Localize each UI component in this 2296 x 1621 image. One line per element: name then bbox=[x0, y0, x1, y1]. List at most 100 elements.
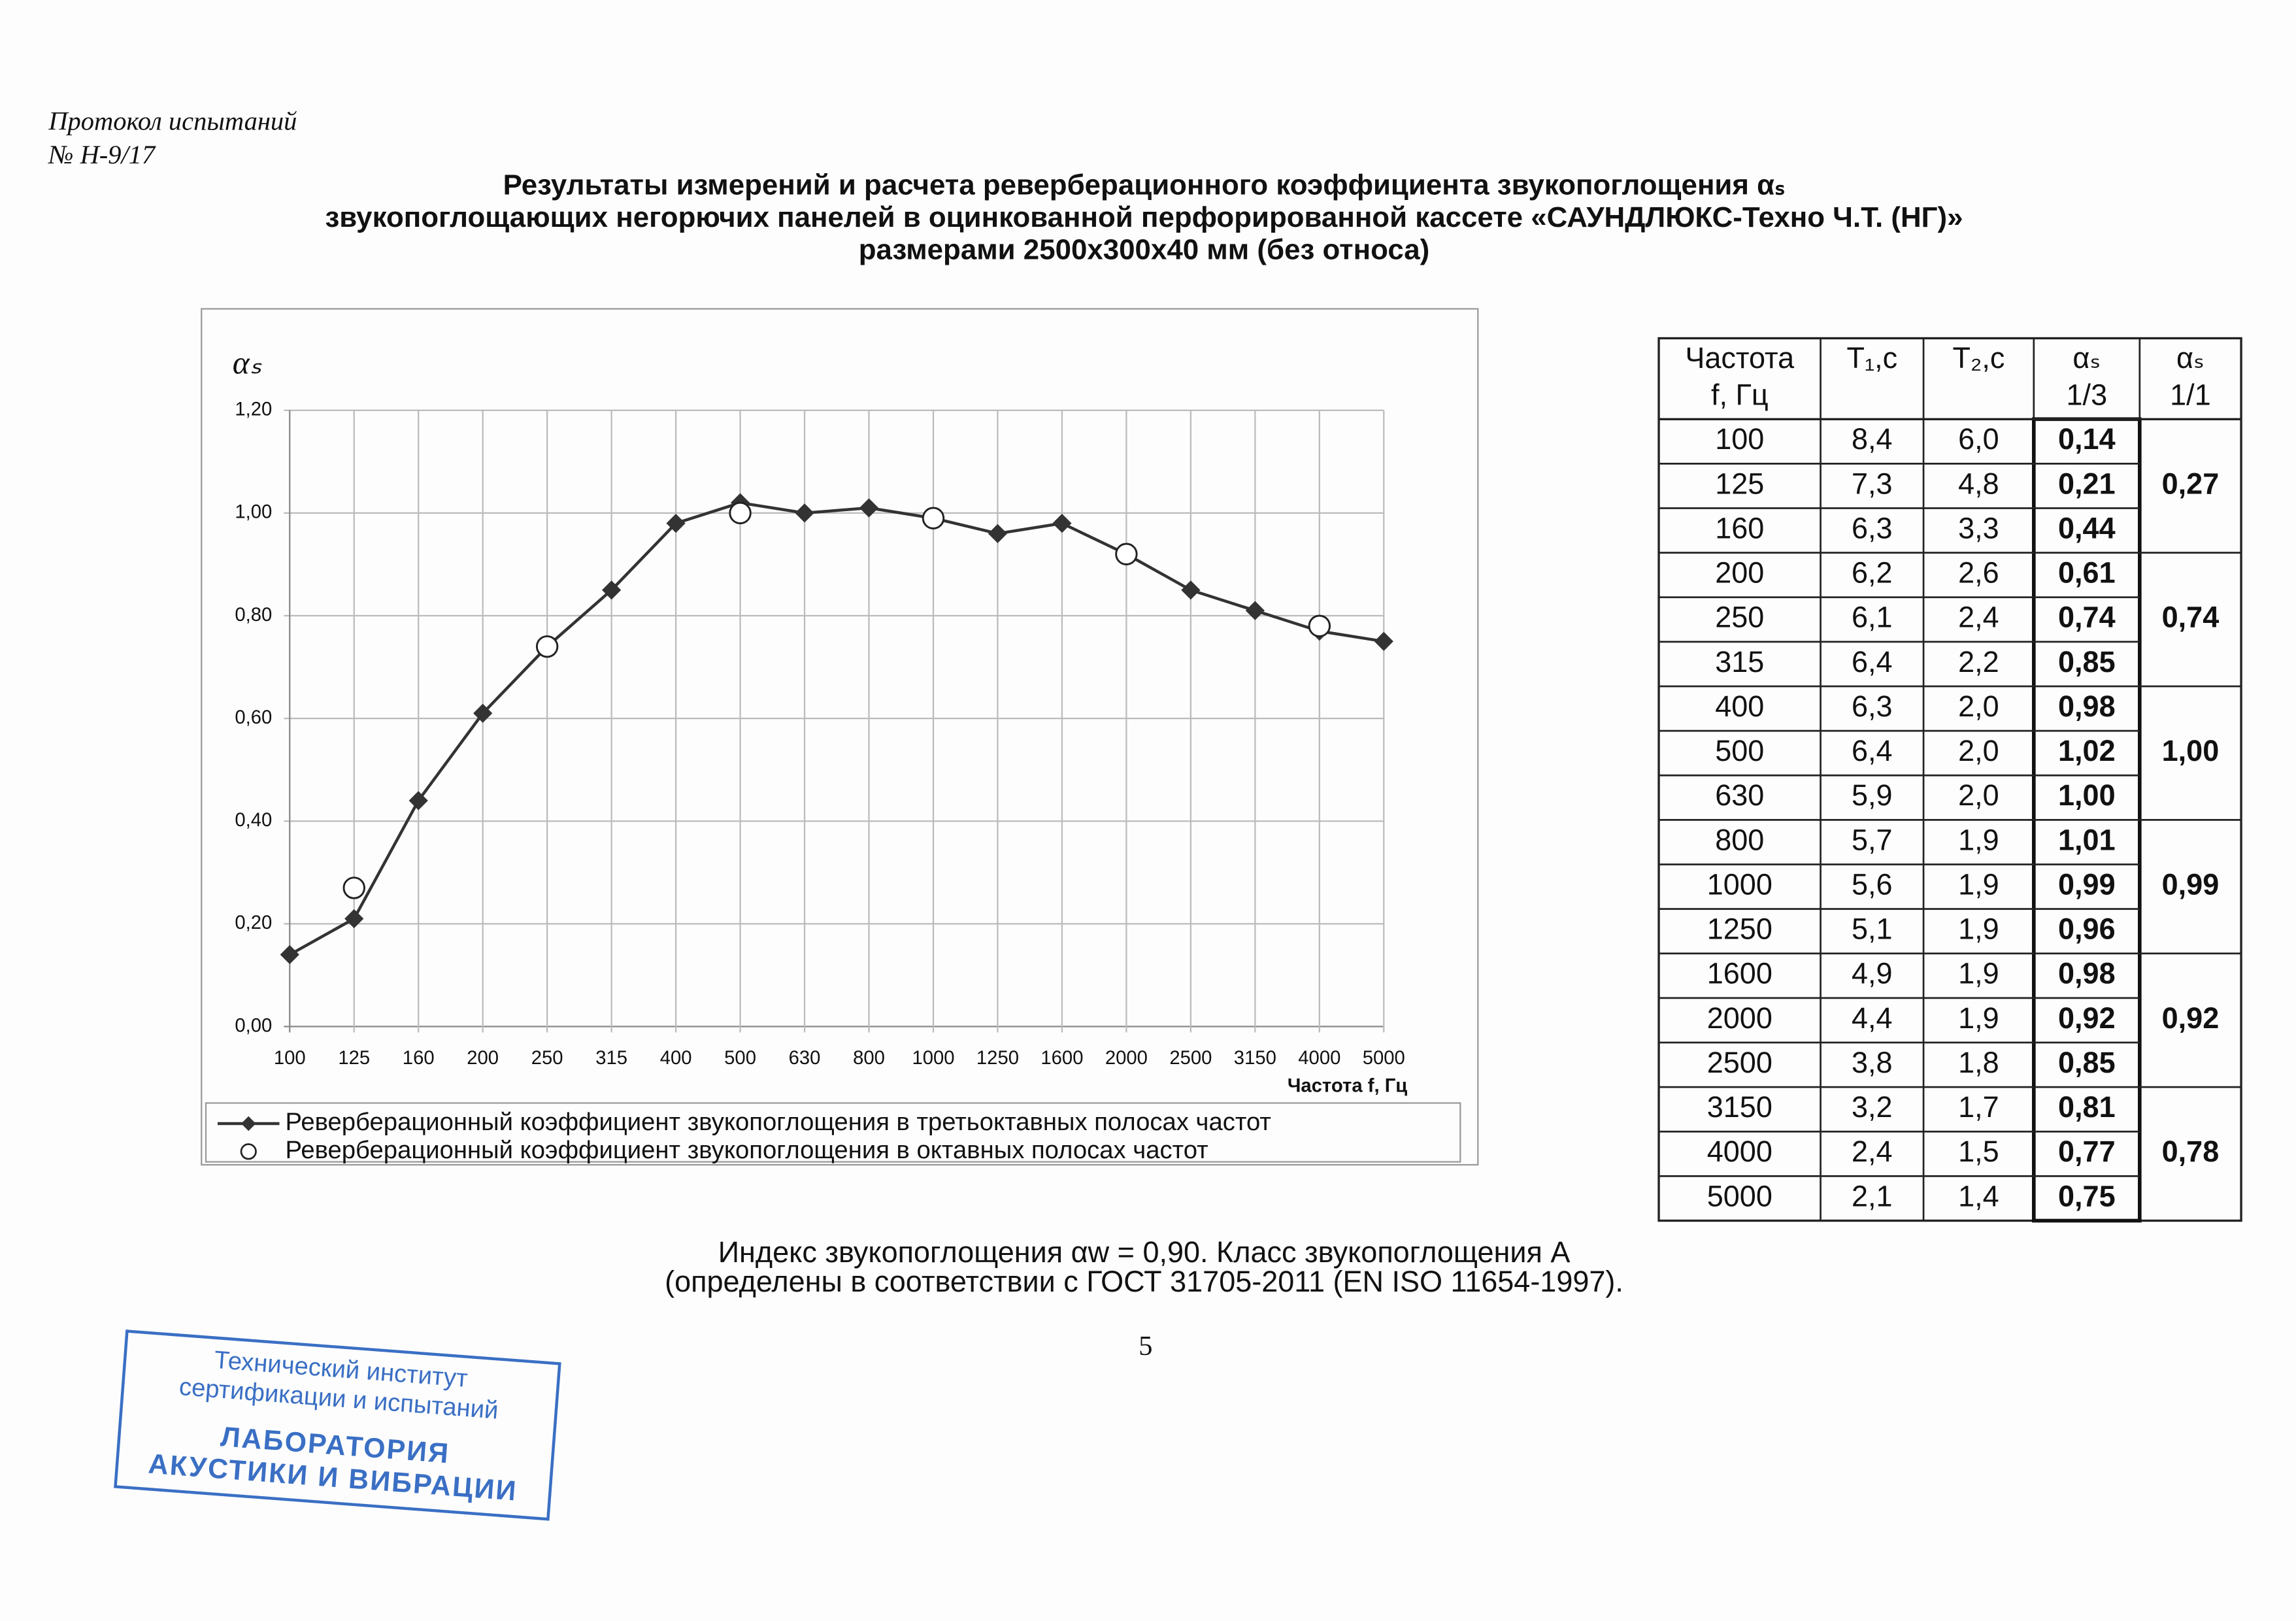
x-tick-label: 200 bbox=[467, 1048, 499, 1069]
table-cell: 6,2 bbox=[1852, 556, 1893, 590]
page-number: 5 bbox=[1139, 1331, 1152, 1362]
table-cell: 2,0 bbox=[1958, 734, 1999, 767]
table-header: T₁,c bbox=[1846, 341, 1897, 375]
table-cell: 4,8 bbox=[1958, 467, 1999, 500]
table-cell: 6,3 bbox=[1852, 690, 1893, 723]
table-cell: 5000 bbox=[1707, 1179, 1772, 1212]
x-tick-label: 400 bbox=[660, 1048, 692, 1069]
protocol-number: № Н-9/17 bbox=[47, 140, 156, 169]
table-cell: 1,9 bbox=[1958, 912, 1999, 946]
table-cell: 6,4 bbox=[1852, 734, 1893, 767]
footer-line: Индекс звукопоглощения αw = 0,90. Класс … bbox=[718, 1235, 1571, 1269]
table-cell-octave: 1,00 bbox=[2162, 734, 2220, 767]
table-cell: 800 bbox=[1715, 823, 1764, 856]
table-cell: 1,02 bbox=[2058, 734, 2116, 767]
x-axis-label: Частота f, Гц bbox=[1288, 1076, 1407, 1097]
title-line: звукопоглощающих негорючих панелей в оци… bbox=[325, 201, 1963, 233]
table-cell: 7,3 bbox=[1852, 467, 1893, 500]
table-cell: 160 bbox=[1715, 511, 1764, 544]
x-tick-label: 160 bbox=[403, 1048, 435, 1069]
x-tick-label: 315 bbox=[595, 1048, 627, 1069]
table-cell: 5,9 bbox=[1852, 778, 1893, 812]
series-line bbox=[289, 501, 1384, 956]
data-point bbox=[535, 635, 559, 658]
data-point bbox=[1245, 601, 1265, 620]
table-cell: 3,8 bbox=[1852, 1046, 1893, 1079]
y-tick-label: 1,20 bbox=[235, 399, 272, 420]
legend-label: Реверберационный коэффициент звукопоглощ… bbox=[286, 1108, 1271, 1136]
table-cell: 1,9 bbox=[1958, 957, 1999, 990]
y-tick-label: 0,20 bbox=[235, 912, 272, 933]
x-tick-label: 1000 bbox=[912, 1048, 954, 1069]
x-tick-label: 3150 bbox=[1234, 1048, 1276, 1069]
table-cell: 2,2 bbox=[1958, 645, 1999, 678]
x-tick-label: 5000 bbox=[1363, 1048, 1405, 1069]
y-tick-label: 0,60 bbox=[235, 707, 272, 728]
data-point bbox=[1115, 543, 1138, 565]
title-line: Результаты измерений и расчета ревербера… bbox=[503, 169, 1786, 201]
data-point bbox=[342, 877, 365, 899]
table-cell: 0,14 bbox=[2058, 422, 2116, 456]
table-cell: 0,74 bbox=[2058, 601, 2116, 634]
table-cell: 1,9 bbox=[1958, 1001, 1999, 1035]
table-cell-octave: 0,92 bbox=[2162, 1001, 2220, 1035]
table-cell: 0,98 bbox=[2058, 957, 2116, 990]
table-cell: 125 bbox=[1715, 467, 1764, 500]
table-cell: 0,85 bbox=[2058, 1046, 2116, 1079]
table-cell: 250 bbox=[1715, 601, 1764, 634]
table-frame bbox=[1657, 337, 2242, 1222]
table-cell: 315 bbox=[1715, 645, 1764, 678]
table-cell: 0,99 bbox=[2058, 867, 2116, 901]
table-cell: 630 bbox=[1715, 778, 1764, 812]
table-cell: 5,7 bbox=[1852, 823, 1893, 856]
table-cell: 1,9 bbox=[1958, 867, 1999, 901]
data-point bbox=[729, 501, 752, 525]
data-point bbox=[1308, 614, 1331, 637]
table-cell: 2000 bbox=[1707, 1001, 1772, 1035]
x-tick-label: 800 bbox=[853, 1048, 885, 1069]
legend-frame bbox=[205, 1102, 1461, 1163]
table-cell: 6,3 bbox=[1852, 511, 1893, 544]
table-cell: 2,6 bbox=[1958, 556, 1999, 590]
table-header: f, Гц bbox=[1711, 378, 1769, 411]
x-tick-label: 1600 bbox=[1040, 1048, 1083, 1069]
y-tick-label: 0,80 bbox=[235, 605, 272, 626]
table-cell: 500 bbox=[1715, 734, 1764, 767]
table-cell: 2,0 bbox=[1958, 690, 1999, 723]
x-tick-label: 4000 bbox=[1298, 1048, 1340, 1069]
chart-frame bbox=[201, 308, 1479, 1166]
table-cell: 1,5 bbox=[1958, 1135, 1999, 1168]
table-header: αₛ bbox=[2176, 341, 2204, 375]
x-tick-label: 250 bbox=[531, 1048, 563, 1069]
table-cell: 2,0 bbox=[1958, 778, 1999, 812]
table-cell: 0,61 bbox=[2058, 556, 2116, 590]
table-header: 1/1 bbox=[2170, 378, 2211, 411]
x-tick-label: 100 bbox=[274, 1048, 306, 1069]
table-cell: 1000 bbox=[1707, 867, 1772, 901]
table-header: Частота bbox=[1685, 341, 1795, 375]
table-cell-octave: 0,27 bbox=[2162, 467, 2220, 500]
table-cell: 1600 bbox=[1707, 957, 1772, 990]
protocol-label: Протокол испытаний bbox=[48, 106, 297, 135]
table-cell: 100 bbox=[1715, 422, 1764, 456]
table-cell-octave: 0,99 bbox=[2162, 867, 2220, 901]
table-header: αₛ bbox=[2072, 341, 2101, 375]
table-header: T₂,c bbox=[1952, 341, 2005, 375]
x-tick-label: 125 bbox=[338, 1048, 370, 1069]
table-cell: 4,4 bbox=[1852, 1001, 1893, 1035]
table-cell: 2,4 bbox=[1958, 601, 1999, 634]
table-cell: 4000 bbox=[1707, 1135, 1772, 1168]
table-cell: 0,96 bbox=[2058, 912, 2116, 946]
table-cell: 1,4 bbox=[1958, 1179, 1999, 1212]
table-cell: 1,9 bbox=[1958, 823, 1999, 856]
table-cell: 1,8 bbox=[1958, 1046, 1999, 1079]
title-line: размерами 2500х300х40 мм (без относа) bbox=[859, 233, 1430, 265]
table-cell: 5,1 bbox=[1852, 912, 1893, 946]
table-cell: 6,0 bbox=[1958, 422, 1999, 456]
table-cell: 6,1 bbox=[1852, 601, 1893, 634]
stamp-frame bbox=[114, 1329, 561, 1521]
legend-label: Реверберационный коэффициент звукопоглощ… bbox=[286, 1136, 1208, 1164]
table-cell: 2500 bbox=[1707, 1046, 1772, 1079]
table-cell: 4,9 bbox=[1852, 957, 1893, 990]
